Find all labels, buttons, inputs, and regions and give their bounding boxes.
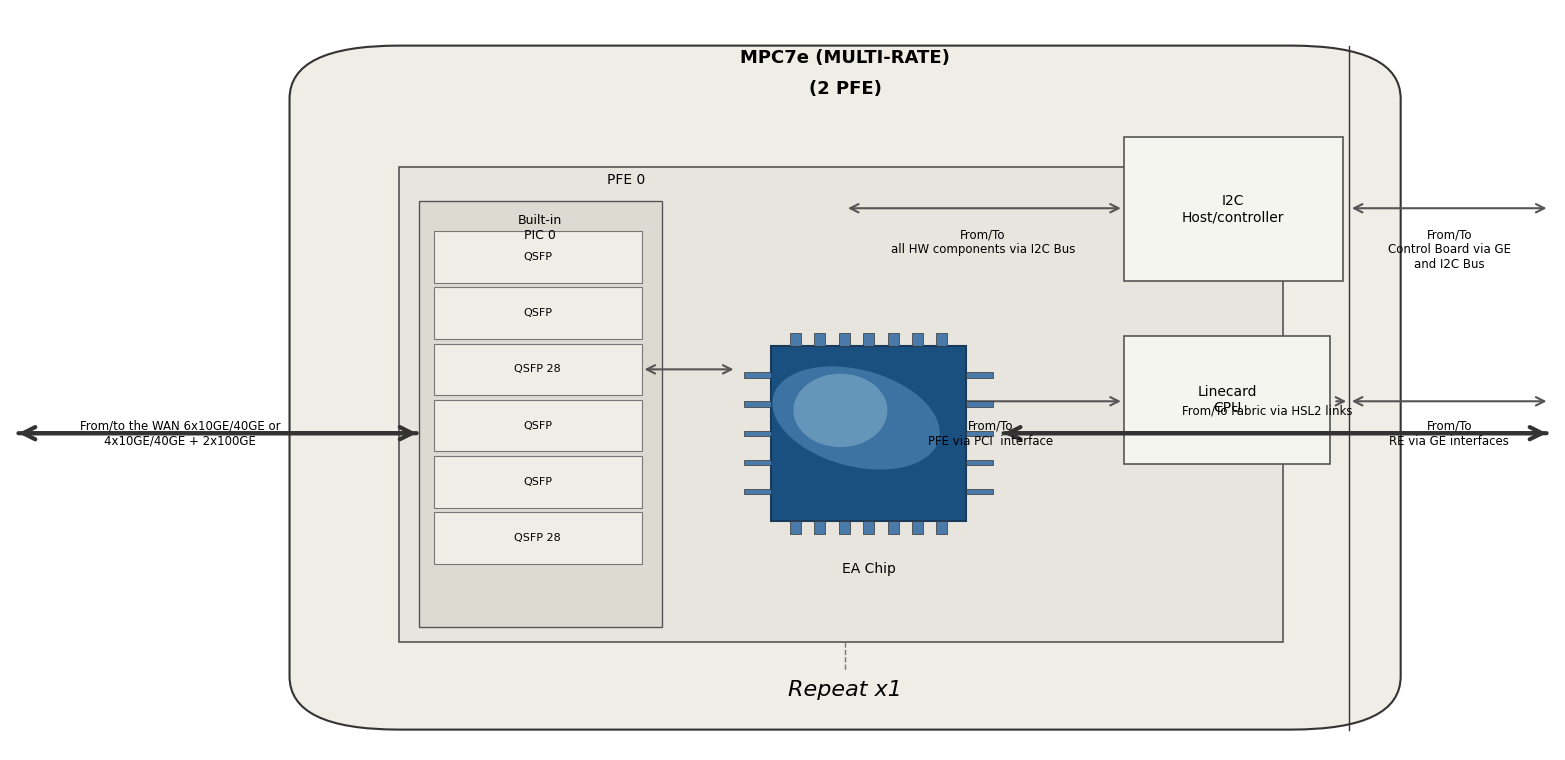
Bar — [814, 521, 825, 534]
Bar — [936, 333, 947, 346]
Text: From/To
all HW components via I2C Bus: From/To all HW components via I2C Bus — [890, 228, 1075, 256]
Bar — [839, 333, 850, 346]
Text: EA Chip: EA Chip — [842, 562, 895, 576]
Bar — [967, 430, 994, 435]
Bar — [912, 521, 923, 534]
Bar — [790, 521, 801, 534]
Text: MPC7e (MULTI-RATE): MPC7e (MULTI-RATE) — [740, 49, 950, 68]
Bar — [434, 512, 642, 564]
Text: From/To
PFE via PCI  interface: From/To PFE via PCI interface — [928, 420, 1053, 448]
Text: Linecard
CPU: Linecard CPU — [1197, 385, 1257, 415]
Text: From/To Fabric via HSL2 links: From/To Fabric via HSL2 links — [1183, 405, 1352, 418]
Text: QSFP: QSFP — [523, 477, 552, 487]
Bar — [864, 333, 875, 346]
Bar — [1124, 336, 1330, 464]
Bar — [967, 401, 994, 407]
Bar — [839, 521, 850, 534]
Bar — [1124, 137, 1343, 281]
Bar — [434, 456, 642, 508]
Text: (2 PFE): (2 PFE) — [809, 80, 881, 98]
Bar — [745, 489, 772, 494]
Bar — [887, 333, 898, 346]
Text: QSFP: QSFP — [523, 252, 552, 262]
Text: PFE 0: PFE 0 — [607, 173, 645, 187]
Bar — [967, 460, 994, 465]
Bar — [434, 400, 642, 451]
Text: Repeat x1: Repeat x1 — [789, 680, 901, 700]
Text: QSFP: QSFP — [523, 308, 552, 318]
Ellipse shape — [793, 374, 887, 447]
Text: QSFP 28: QSFP 28 — [515, 533, 560, 543]
Bar — [790, 333, 801, 346]
Text: From/To
RE via GE interfaces: From/To RE via GE interfaces — [1390, 420, 1509, 448]
Bar — [434, 231, 642, 283]
Bar — [745, 430, 772, 435]
Bar — [864, 521, 875, 534]
Bar — [434, 287, 642, 339]
Text: From/to the WAN 6x10GE/40GE or
4x10GE/40GE + 2x100GE: From/to the WAN 6x10GE/40GE or 4x10GE/40… — [80, 420, 280, 447]
Text: QSFP 28: QSFP 28 — [515, 364, 560, 375]
Bar — [745, 460, 772, 465]
Bar — [967, 372, 994, 378]
Bar — [912, 333, 923, 346]
Text: I2C
Host/controller: I2C Host/controller — [1182, 194, 1285, 224]
Bar — [434, 344, 642, 395]
FancyBboxPatch shape — [290, 46, 1401, 730]
Bar — [772, 346, 967, 521]
Text: From/To
Control Board via GE
and I2C Bus: From/To Control Board via GE and I2C Bus — [1388, 228, 1510, 271]
Bar — [814, 333, 825, 346]
Bar — [936, 521, 947, 534]
Bar — [887, 521, 898, 534]
Text: Built-in
PIC 0: Built-in PIC 0 — [518, 214, 562, 242]
Bar — [419, 201, 662, 627]
Bar — [745, 372, 772, 378]
Ellipse shape — [773, 366, 939, 470]
Bar — [399, 167, 1283, 642]
Text: QSFP: QSFP — [523, 420, 552, 431]
Bar — [967, 489, 994, 494]
Bar — [745, 401, 772, 407]
